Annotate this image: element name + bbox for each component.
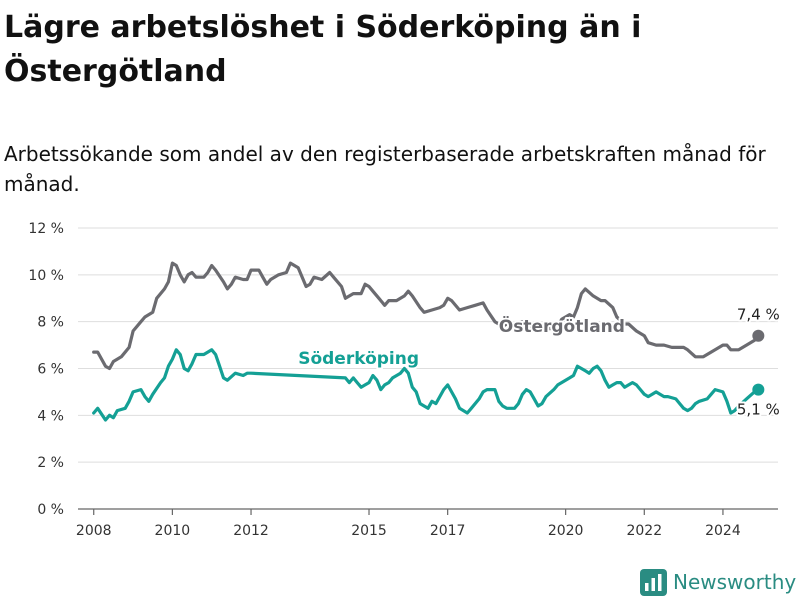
- y-tick-label: 8 %: [37, 315, 64, 331]
- x-tick-label: 2012: [233, 523, 269, 539]
- series-line-2: [92, 348, 760, 422]
- series-end-point-1: [752, 329, 765, 342]
- x-tick-label: 2010: [155, 523, 191, 539]
- brand-name: Newsworthy: [673, 570, 797, 594]
- x-tick-label: 2008: [76, 523, 112, 539]
- chart-title: Lägre arbetslöshet i Söderköping än i Ös…: [4, 10, 642, 89]
- y-tick-label: 12 %: [28, 221, 64, 237]
- series-end-point-2: [752, 383, 765, 396]
- y-tick-label: 10 %: [28, 268, 64, 284]
- x-tick-label: 2015: [351, 523, 387, 539]
- x-tick-label: 2024: [705, 523, 741, 539]
- y-tick-label: 0 %: [37, 502, 64, 518]
- series-label-2: Söderköping: [298, 349, 419, 369]
- y-tick-label: 6 %: [37, 362, 64, 378]
- series-label-1: Östergötland: [499, 315, 625, 337]
- y-tick-label: 2 %: [37, 455, 64, 471]
- x-tick-label: 2022: [626, 523, 662, 539]
- series-end-label-2: 5,1 %: [737, 401, 780, 419]
- series-line-1: [92, 261, 760, 371]
- brand-logo: Newsworthy: [640, 566, 796, 598]
- newsworthy-icon: [640, 568, 667, 596]
- chart-subtitle: Arbetssökande som andel av den registerb…: [4, 142, 766, 196]
- x-tick-label: 2020: [548, 523, 584, 539]
- x-tick-label: 2017: [430, 523, 466, 539]
- series-end-label-1: 7,4 %: [737, 306, 780, 324]
- y-tick-label: 4 %: [37, 408, 64, 424]
